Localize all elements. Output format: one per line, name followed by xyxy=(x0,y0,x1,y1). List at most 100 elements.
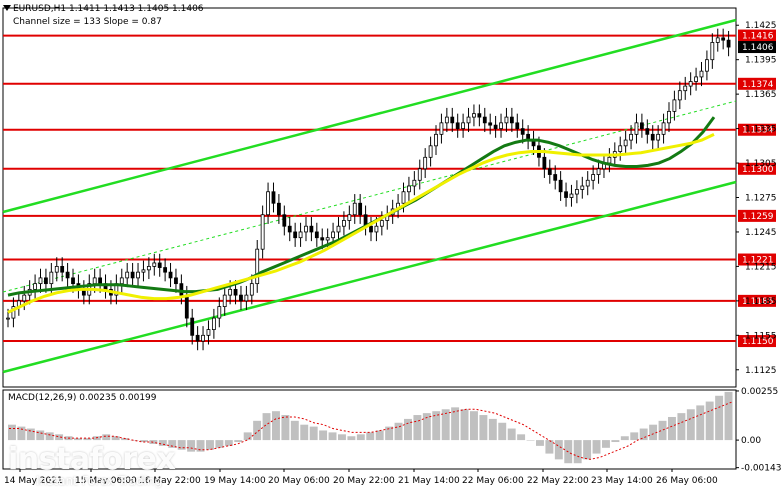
candle-body xyxy=(222,294,227,308)
candle-body xyxy=(564,191,568,198)
candle-body xyxy=(6,317,10,320)
candle-body xyxy=(287,225,292,233)
macd-bar xyxy=(583,440,592,460)
candle-body xyxy=(488,122,493,126)
candle-body xyxy=(342,220,346,227)
candle-body xyxy=(515,122,520,129)
x-tick-label: 26 May 06:00 xyxy=(656,476,718,486)
y-tick-label: 1.1185 xyxy=(745,297,777,307)
candle-body xyxy=(699,70,704,78)
candle-body xyxy=(607,156,612,164)
candle-body xyxy=(260,214,265,250)
macd-bar xyxy=(526,440,535,441)
channel-mid xyxy=(2,100,737,293)
macd-bar xyxy=(338,434,346,441)
candle-body xyxy=(49,271,54,285)
macd-bar xyxy=(158,440,167,446)
level-label-text: 1.1150 xyxy=(742,337,774,347)
y-tick-label: 1.1275 xyxy=(745,194,777,204)
macd-bar xyxy=(74,438,82,441)
macd-bar xyxy=(507,428,516,441)
macd-bar xyxy=(460,409,469,441)
macd-bar xyxy=(451,407,460,441)
macd-bar xyxy=(536,440,544,446)
macd-bar xyxy=(545,440,554,454)
candle-body xyxy=(352,202,357,216)
level-label-text: 1.1300 xyxy=(742,165,774,175)
macd-bar xyxy=(432,411,441,441)
macd-bar xyxy=(404,418,412,441)
candle-body xyxy=(314,231,319,239)
channel-lower xyxy=(2,180,737,374)
macd-bar xyxy=(724,391,733,441)
level-label: 1.1259 xyxy=(738,209,776,222)
level-label-bg xyxy=(738,294,776,307)
candle-body xyxy=(276,202,281,216)
candle-body xyxy=(347,214,352,221)
macd-bar xyxy=(715,395,724,441)
candle-body xyxy=(217,306,222,319)
candle-body xyxy=(580,185,585,190)
candle-body xyxy=(645,128,650,135)
candle-body xyxy=(379,220,384,227)
candle-body xyxy=(374,225,379,233)
candle-body xyxy=(672,99,677,112)
candle-body xyxy=(472,113,476,118)
logo-tagline: Instant Forex Trading xyxy=(36,474,163,488)
candle-body xyxy=(60,266,65,273)
macd-bar xyxy=(488,418,497,441)
macd-bar xyxy=(272,411,280,441)
macd-bar xyxy=(366,432,375,441)
current-price-bg xyxy=(738,41,776,54)
macd-plot-frame xyxy=(2,389,737,470)
ma-slow-line xyxy=(7,132,715,314)
level-label: 1.1221 xyxy=(738,253,776,266)
macd-bar xyxy=(620,436,629,441)
macd-label: MACD(12,26,9) 0.00235 0.00199 xyxy=(8,393,157,403)
candle-body xyxy=(499,122,503,129)
candle-body xyxy=(125,271,130,279)
candle-body xyxy=(683,85,688,92)
macd-bar xyxy=(385,426,394,441)
y-tick-label: 1.1335 xyxy=(745,125,777,135)
y-tick-label: 1.1155 xyxy=(745,331,777,341)
macd-bar xyxy=(36,430,45,441)
macd-bar xyxy=(45,432,54,441)
x-tick-label: 16 May 22:00 xyxy=(139,476,201,486)
candle-body xyxy=(715,37,720,43)
macd-bar xyxy=(290,420,299,441)
dropdown-arrow-icon[interactable] xyxy=(3,5,11,11)
macd-bar xyxy=(140,440,148,443)
candle-body xyxy=(726,39,731,48)
candle-body xyxy=(22,294,27,302)
macd-bar xyxy=(215,440,224,448)
candle-body xyxy=(493,124,498,129)
candle-body xyxy=(639,122,644,129)
channel-info: Channel size = 133 Slope = 0.87 xyxy=(13,17,162,27)
macd-bar xyxy=(696,405,705,441)
macd-bar xyxy=(649,424,658,441)
candle-body xyxy=(482,116,487,124)
candle-body xyxy=(33,283,37,290)
macd-bar xyxy=(498,422,507,441)
logo-name: instaforex xyxy=(8,442,176,477)
candle-body xyxy=(184,294,189,319)
candle-body xyxy=(11,306,16,319)
candle-body xyxy=(92,277,97,285)
candle-body xyxy=(71,277,75,285)
x-tick-label: 22 May 22:00 xyxy=(527,476,589,486)
candle-body xyxy=(596,168,601,175)
candle-body xyxy=(98,277,103,285)
macd-bar xyxy=(422,413,431,441)
candle-body xyxy=(298,231,303,239)
macd-bar xyxy=(83,438,92,441)
y-tick-label: 1.1395 xyxy=(745,56,777,66)
candle-body xyxy=(407,185,411,193)
candle-body xyxy=(574,189,579,195)
level-label-bg xyxy=(738,77,776,90)
macd-bar xyxy=(262,413,271,441)
macd-bar xyxy=(356,434,365,441)
candle-body xyxy=(304,225,308,233)
